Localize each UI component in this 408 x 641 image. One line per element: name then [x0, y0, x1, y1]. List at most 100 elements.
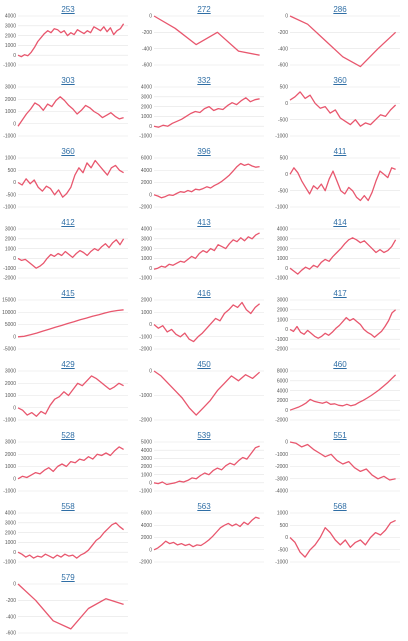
- y-tick-label: 0: [149, 192, 152, 198]
- chart-title-link[interactable]: 411: [333, 147, 347, 156]
- chart-panel: -2000 0 2000 4000 6000 396: [136, 144, 272, 215]
- y-tick-label: -600: [278, 63, 288, 69]
- chart-panel: -1000 -500 0 500 1000 568: [272, 499, 408, 570]
- chart-title-link[interactable]: 396: [197, 147, 211, 156]
- chart-title-link[interactable]: 429: [61, 360, 75, 369]
- chart-panel: -600 -400 -200 0 579: [0, 570, 136, 641]
- y-tick-label: -2000: [275, 418, 288, 424]
- y-tick-label: 2000: [5, 237, 16, 243]
- series-line: [17, 238, 125, 269]
- y-tick-label: 2000: [5, 452, 16, 458]
- y-tick-label: 1000: [141, 472, 152, 478]
- series-line: [17, 375, 124, 417]
- y-tick-label: 1000: [277, 317, 288, 323]
- chart-title-link[interactable]: 412: [61, 218, 75, 227]
- chart-title-link[interactable]: 558: [61, 502, 75, 511]
- line-chart: -600 -400 -200 0: [6, 582, 128, 637]
- y-tick-label: 6000: [277, 379, 288, 385]
- y-tick-label: 0: [285, 266, 288, 272]
- y-tick-label: 4000: [141, 85, 152, 91]
- line-chart: -1000 0 1000 2000 3000 4000: [275, 227, 400, 282]
- series-line: [153, 232, 260, 270]
- y-tick-label: 2000: [5, 530, 16, 536]
- series-line: [17, 446, 124, 480]
- y-tick-label: 0: [13, 256, 16, 262]
- y-tick-label: 6000: [141, 511, 152, 517]
- y-tick-label: 4000: [141, 523, 152, 529]
- series-line: [289, 374, 397, 411]
- y-tick-label: -600: [6, 631, 16, 637]
- chart-title-link[interactable]: 332: [197, 76, 211, 85]
- chart-title-link[interactable]: 360: [61, 147, 75, 156]
- chart-title-link[interactable]: 286: [333, 5, 347, 14]
- y-tick-label: 0: [285, 408, 288, 414]
- y-tick-label: 2000: [5, 33, 16, 39]
- series-line: [17, 23, 125, 58]
- y-tick-label: -500: [278, 547, 288, 553]
- chart-panel: -600 -400 -200 0 286: [272, 2, 408, 73]
- y-tick-label: -500: [6, 192, 16, 198]
- chart-panel: -2000 -1000 0 1000 2000 3000 412: [0, 215, 136, 286]
- chart-title-link[interactable]: 303: [61, 76, 75, 85]
- y-tick-label: 3000: [141, 456, 152, 462]
- y-tick-label: 0: [149, 322, 152, 328]
- y-tick-label: 0: [285, 535, 288, 541]
- y-tick-label: -200: [278, 30, 288, 36]
- series-line: [17, 309, 124, 338]
- chart-panel: -1000 0 1000 2000 3000 4000 413: [136, 215, 272, 286]
- chart-title-link[interactable]: 360: [333, 76, 347, 85]
- y-tick-label: 5000: [5, 322, 16, 328]
- y-tick-label: 4000: [141, 448, 152, 454]
- series-line: [153, 162, 260, 199]
- y-tick-label: -1000: [139, 334, 152, 340]
- chart-title-link[interactable]: 417: [333, 289, 347, 298]
- y-tick-label: 6000: [141, 156, 152, 162]
- chart-title-link[interactable]: 579: [61, 573, 75, 582]
- series-line: [153, 370, 261, 416]
- line-chart: -2000 0 2000 4000 6000: [139, 511, 264, 566]
- y-tick-label: 3000: [5, 24, 16, 30]
- y-tick-label: 2000: [5, 97, 16, 103]
- chart-title-link[interactable]: 415: [61, 289, 75, 298]
- y-tick-label: 15000: [2, 298, 16, 304]
- y-tick-label: 2000: [141, 246, 152, 252]
- y-tick-label: -1000: [275, 560, 288, 566]
- chart-panel: -600 -400 -200 0 272: [136, 2, 272, 73]
- line-chart: -2000 -1000 0 1000 2000 3000: [3, 227, 128, 282]
- y-tick-label: 2000: [141, 535, 152, 541]
- chart-title-link[interactable]: 450: [197, 360, 211, 369]
- line-chart: -1000 0 1000 2000 3000 4000: [139, 85, 264, 140]
- series-line: [289, 237, 397, 275]
- y-tick-label: 0: [285, 14, 288, 20]
- chart-title-link[interactable]: 460: [333, 360, 347, 369]
- y-tick-label: 3000: [5, 369, 16, 375]
- chart-title-link[interactable]: 551: [333, 431, 347, 440]
- y-tick-label: 500: [280, 85, 289, 91]
- y-tick-label: 1000: [277, 511, 288, 517]
- y-tick-label: -1000: [3, 266, 16, 272]
- series-line: [289, 309, 397, 339]
- line-chart: -1000 -500 0 500 1000: [3, 156, 128, 211]
- chart-panel: -5000 0 5000 10000 15000 415: [0, 286, 136, 357]
- chart-panel: -1000 -500 0 500 1000 360: [0, 144, 136, 215]
- y-tick-label: -600: [142, 63, 152, 69]
- chart-title-link[interactable]: 568: [333, 502, 347, 511]
- chart-title-link[interactable]: 416: [197, 289, 211, 298]
- y-tick-label: 2000: [277, 246, 288, 252]
- y-tick-label: -400: [278, 46, 288, 52]
- chart-panel: -1000 -500 0 500 360: [272, 73, 408, 144]
- line-chart: -2000 0 2000 4000 6000 8000: [275, 369, 400, 424]
- y-tick-label: 1000: [5, 156, 16, 162]
- chart-title-link[interactable]: 414: [333, 218, 347, 227]
- chart-title-link[interactable]: 253: [61, 5, 75, 14]
- chart-panel: -1000 0 1000 2000 3000 303: [0, 73, 136, 144]
- chart-title-link[interactable]: 539: [197, 431, 211, 440]
- y-tick-label: 4000: [141, 168, 152, 174]
- chart-title-link[interactable]: 272: [197, 5, 211, 14]
- chart-title-link[interactable]: 528: [61, 431, 75, 440]
- series-line: [289, 91, 397, 127]
- y-tick-label: 1000: [141, 310, 152, 316]
- chart-title-link[interactable]: 413: [197, 218, 211, 227]
- chart-title-link[interactable]: 563: [197, 502, 211, 511]
- y-tick-label: 0: [149, 14, 152, 20]
